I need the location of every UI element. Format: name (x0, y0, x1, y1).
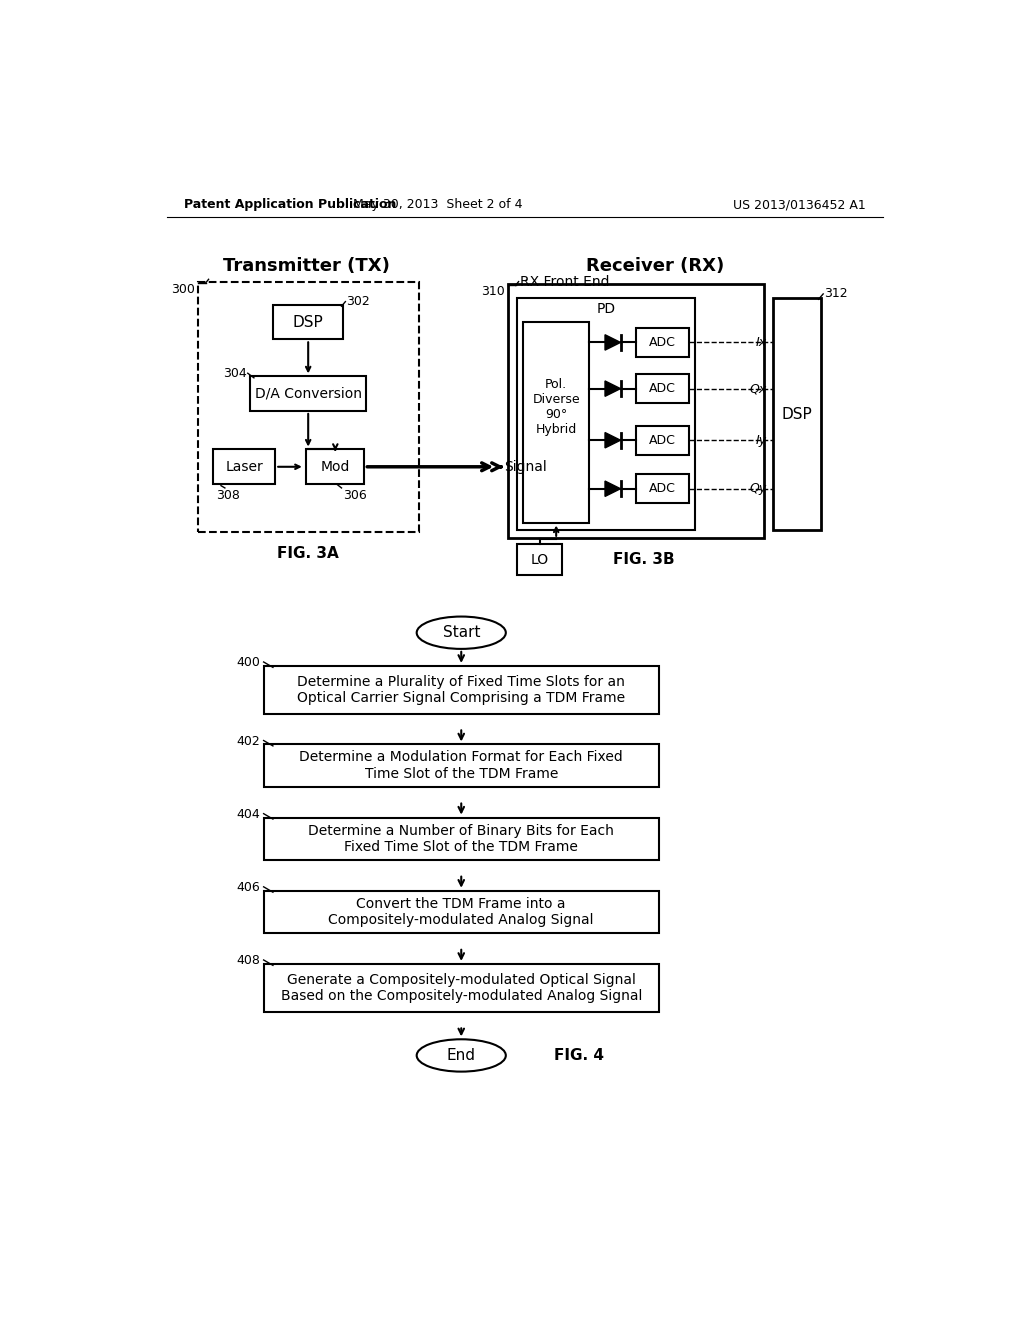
Text: Laser: Laser (225, 459, 263, 474)
Text: 302: 302 (346, 296, 370, 308)
Text: LO: LO (530, 553, 549, 566)
Bar (636, 374, 689, 404)
Text: End: End (446, 1048, 476, 1063)
Text: FIG. 3A: FIG. 3A (278, 546, 339, 561)
Bar (517, 298, 695, 531)
Bar (273, 305, 343, 339)
Text: ADC: ADC (649, 482, 676, 495)
Text: Patent Application Publication: Patent Application Publication (183, 198, 396, 211)
Text: 408: 408 (237, 954, 260, 968)
Text: Determine a Modulation Format for Each Fixed
Time Slot of the TDM Frame: Determine a Modulation Format for Each F… (299, 751, 624, 780)
Text: FIG. 4: FIG. 4 (554, 1048, 604, 1063)
Bar (508, 284, 764, 539)
Text: D/A Conversion: D/A Conversion (255, 387, 361, 401)
Text: 312: 312 (824, 288, 848, 301)
Text: 406: 406 (237, 880, 260, 894)
Bar (636, 327, 689, 358)
Text: Convert the TDM Frame into a
Compositely-modulated Analog Signal: Convert the TDM Frame into a Compositely… (329, 896, 594, 927)
Text: Transmitter (TX): Transmitter (TX) (223, 257, 390, 275)
Bar (773, 298, 821, 531)
Text: 310: 310 (481, 285, 505, 298)
Polygon shape (605, 381, 621, 396)
Text: DSP: DSP (293, 314, 324, 330)
Text: DSP: DSP (781, 407, 812, 421)
Text: Determine a Plurality of Fixed Time Slots for an
Optical Carrier Signal Comprisi: Determine a Plurality of Fixed Time Slot… (297, 675, 626, 705)
Text: Iy: Iy (756, 434, 767, 446)
Text: Qx: Qx (750, 381, 767, 395)
Bar (263, 891, 658, 933)
Text: Receiver (RX): Receiver (RX) (586, 257, 724, 275)
Text: 308: 308 (216, 488, 241, 502)
Bar (263, 817, 658, 859)
Text: Ix: Ix (756, 335, 767, 348)
Polygon shape (605, 433, 621, 447)
Text: Start: Start (442, 626, 480, 640)
Text: ADC: ADC (649, 381, 676, 395)
Text: 404: 404 (237, 808, 260, 821)
Text: RX Front End: RX Front End (520, 276, 609, 289)
Ellipse shape (417, 1039, 506, 1072)
Text: 402: 402 (237, 735, 260, 748)
Text: 306: 306 (343, 488, 367, 502)
Text: Signal: Signal (504, 459, 547, 474)
Bar (523, 322, 589, 523)
Bar (263, 744, 658, 787)
Bar (198, 281, 419, 532)
Bar (250, 376, 367, 411)
Bar (306, 450, 365, 484)
Text: 400: 400 (237, 656, 260, 669)
Text: May 30, 2013  Sheet 2 of 4: May 30, 2013 Sheet 2 of 4 (353, 198, 522, 211)
Polygon shape (605, 480, 621, 496)
Bar (263, 665, 658, 714)
Text: PD: PD (597, 301, 615, 315)
Text: Qy: Qy (750, 482, 767, 495)
Text: ADC: ADC (649, 335, 676, 348)
Text: FIG. 3B: FIG. 3B (612, 552, 674, 568)
Text: 304: 304 (223, 367, 247, 380)
Bar (636, 425, 689, 455)
Bar (636, 474, 689, 503)
Text: 300: 300 (171, 284, 195, 296)
Text: Determine a Number of Binary Bits for Each
Fixed Time Slot of the TDM Frame: Determine a Number of Binary Bits for Ea… (308, 824, 614, 854)
Ellipse shape (417, 616, 506, 649)
Text: ADC: ADC (649, 434, 676, 446)
Bar (263, 964, 658, 1011)
Bar (517, 544, 562, 576)
Text: Mod: Mod (321, 459, 350, 474)
Text: US 2013/0136452 A1: US 2013/0136452 A1 (733, 198, 866, 211)
Polygon shape (605, 335, 621, 350)
Bar (213, 450, 275, 484)
Text: Generate a Compositely-modulated Optical Signal
Based on the Compositely-modulat: Generate a Compositely-modulated Optical… (281, 973, 642, 1003)
Text: Pol.
Diverse
90°
Hybrid: Pol. Diverse 90° Hybrid (532, 378, 580, 436)
